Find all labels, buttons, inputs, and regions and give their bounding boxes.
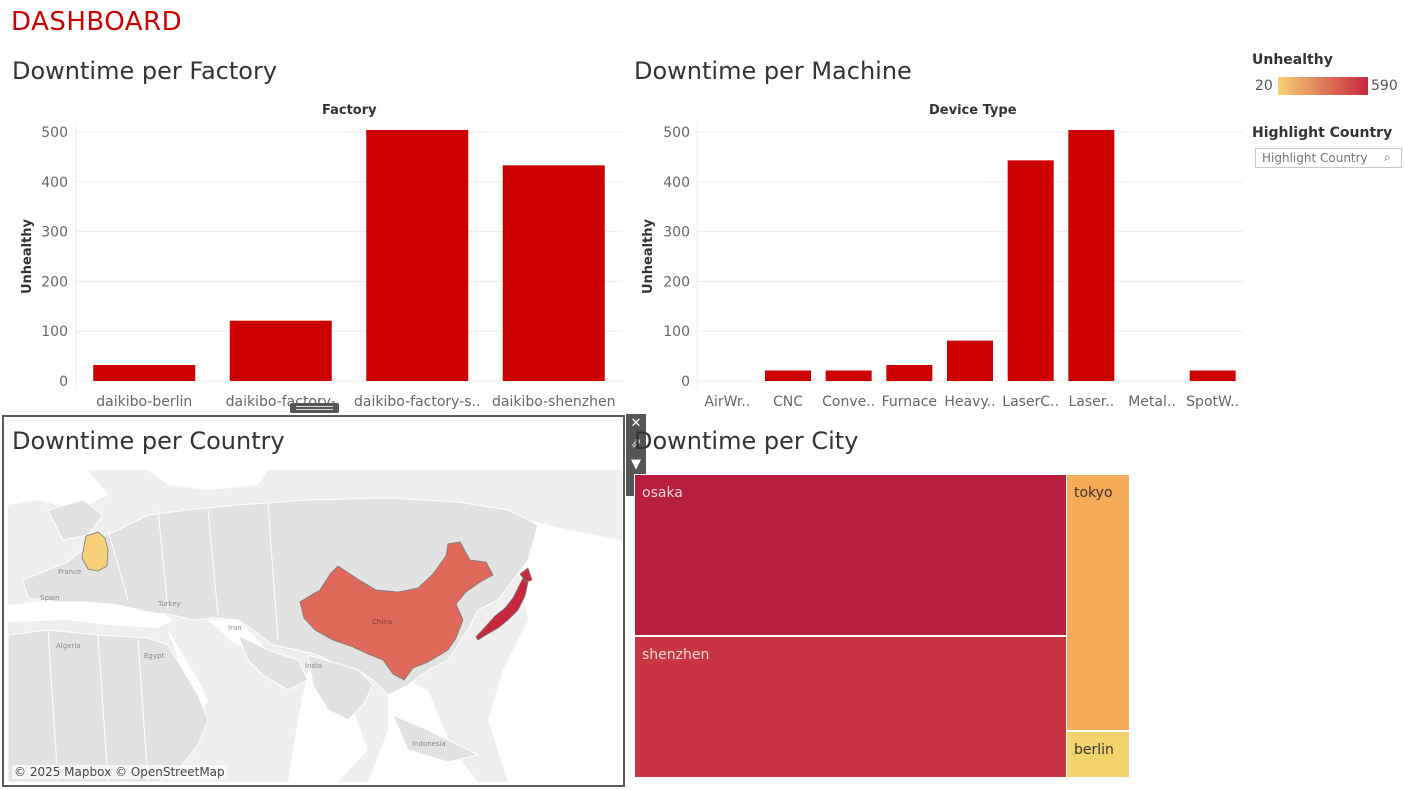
- map-label-iran: Iran: [228, 624, 242, 632]
- factory-bar[interactable]: [366, 129, 469, 381]
- treemap-label-osaka: osaka: [642, 485, 683, 501]
- machine-bar[interactable]: [1068, 129, 1115, 381]
- machine-y-tick: 500: [663, 125, 690, 141]
- machine-x-tick-label: Metal..: [1128, 394, 1176, 410]
- map-label-egypt: Egypt: [144, 652, 165, 660]
- treemap-cell-tokyo[interactable]: tokyo: [1066, 474, 1130, 731]
- factory-bar[interactable]: [229, 320, 332, 381]
- machine-bar[interactable]: [765, 370, 811, 381]
- factory-x-tick-label: daikibo-factory-s..: [354, 394, 480, 410]
- map-label-spain: Spain: [40, 594, 60, 602]
- dashboard-title: DASHBOARD: [11, 7, 183, 37]
- legend-color-ramp: [1278, 77, 1368, 95]
- treemap-cell-shenzhen[interactable]: shenzhen: [634, 636, 1068, 778]
- treemap-label-shenzhen: shenzhen: [642, 647, 710, 663]
- country-map[interactable]: France Spain Turkey Iran Algeria Egypt I…: [8, 470, 622, 782]
- machine-y-tick: 300: [663, 225, 690, 241]
- treemap-cell-osaka[interactable]: osaka: [634, 474, 1068, 636]
- treemap-label-berlin: berlin: [1074, 742, 1114, 758]
- machine-x-tick-label: Laser..: [1068, 394, 1114, 410]
- machine-x-tick-label: SpotW..: [1186, 394, 1239, 410]
- machine-y-tick: 0: [681, 374, 690, 390]
- legend-min: 20: [1255, 78, 1273, 94]
- move-handle[interactable]: [290, 403, 339, 413]
- machine-x-tick-label: CNC: [773, 394, 803, 410]
- close-icon[interactable]: ✕: [630, 416, 642, 431]
- factory-bar[interactable]: [502, 165, 605, 381]
- factory-axis-title: Factory: [322, 103, 377, 118]
- factory-chart-title: Downtime per Factory: [12, 57, 278, 85]
- germany-region[interactable]: [81, 531, 109, 572]
- machine-bar[interactable]: [1007, 160, 1054, 381]
- map-label-turkey: Turkey: [158, 600, 181, 608]
- japan-region[interactable]: [475, 567, 533, 641]
- machine-y-tick: 400: [663, 175, 690, 191]
- map-label-india: India: [305, 662, 323, 670]
- map-label-indonesia: Indonesia: [412, 740, 446, 748]
- machine-bar[interactable]: [825, 370, 872, 381]
- machine-bar[interactable]: [886, 365, 933, 381]
- legend-title: Unhealthy: [1252, 52, 1333, 68]
- factory-y-tick: 0: [59, 374, 68, 390]
- machine-x-tick-label: AirWr..: [704, 394, 750, 410]
- treemap-label-tokyo: tokyo: [1074, 485, 1113, 501]
- city-chart-title: Downtime per City: [634, 427, 859, 455]
- factory-y-axis-label: Unhealthy: [20, 218, 35, 294]
- machine-y-tick: 200: [663, 274, 690, 290]
- city-treemap[interactable]: osaka shenzhen tokyo berlin: [634, 474, 1130, 778]
- factory-x-tick-label: daikibo-berlin: [96, 394, 192, 410]
- factory-y-tick: 300: [41, 225, 68, 241]
- map-label-algeria: Algeria: [56, 642, 81, 650]
- factory-y-tick: 400: [41, 175, 68, 191]
- machine-bar[interactable]: [947, 340, 993, 381]
- highlight-country-input[interactable]: [1255, 148, 1402, 168]
- filter-icon[interactable]: ▼: [631, 457, 641, 472]
- machine-y-tick: 100: [663, 324, 690, 340]
- machine-x-tick-label: Furnace: [882, 394, 937, 410]
- machine-x-tick-label: Conve..: [822, 394, 875, 410]
- machine-bar-chart[interactable]: Unhealthy 0 100 200 300 400 500 AirWr.. CNC Conve…: [625, 118, 1245, 413]
- machine-chart-title: Downtime per Machine: [634, 57, 912, 85]
- map-label-china: China: [372, 618, 392, 626]
- factory-bar-chart[interactable]: Unhealthy 0 100 200 300 400 500 daikibo-berlin d…: [0, 118, 625, 413]
- treemap-cell-berlin[interactable]: berlin: [1066, 731, 1130, 778]
- factory-x-tick-label: daikibo-shenzhen: [492, 394, 615, 410]
- machine-bar[interactable]: [1189, 370, 1236, 381]
- factory-y-tick: 200: [41, 274, 68, 290]
- country-chart-title: Downtime per Country: [12, 427, 285, 455]
- machine-x-tick-label: Heavy..: [944, 394, 995, 410]
- factory-y-tick: 100: [41, 324, 68, 340]
- search-icon[interactable]: ⌕: [1384, 150, 1391, 164]
- machine-y-axis-label: Unhealthy: [641, 218, 656, 294]
- map-copyright: © 2025 Mapbox © OpenStreetMap: [12, 765, 227, 779]
- highlight-title: Highlight Country: [1252, 125, 1393, 141]
- legend-max: 590: [1371, 78, 1398, 94]
- popout-icon[interactable]: ⇗: [630, 436, 642, 451]
- china-region[interactable]: [299, 541, 494, 681]
- map-label-france: France: [58, 568, 82, 576]
- factory-bar[interactable]: [93, 365, 196, 381]
- machine-axis-title: Device Type: [929, 103, 1017, 118]
- machine-x-tick-label: LaserC..: [1002, 394, 1059, 410]
- factory-y-tick: 500: [41, 125, 68, 141]
